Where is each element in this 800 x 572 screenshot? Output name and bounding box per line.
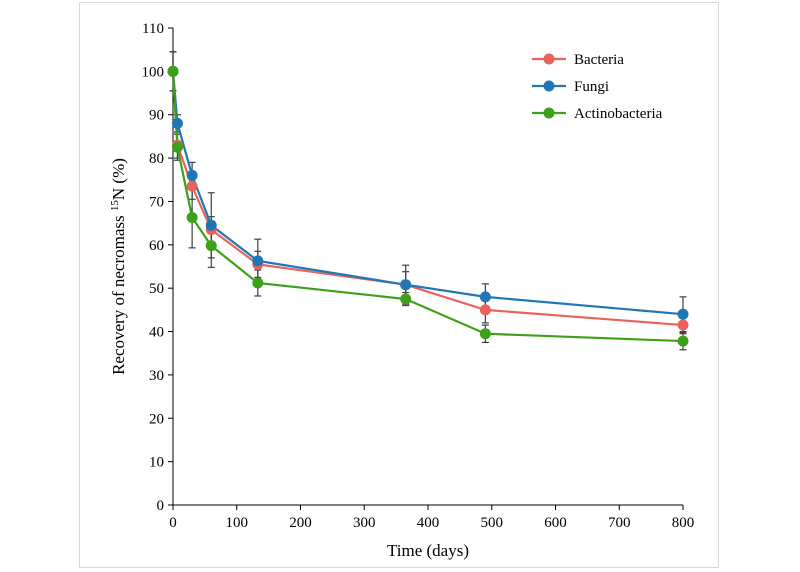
data-point-fungi (171, 117, 183, 129)
y-axis-title: Recovery of necromass 15N (%) (109, 158, 128, 375)
data-point-actinobacteria (400, 293, 412, 305)
legend-label: Fungi (574, 79, 609, 95)
data-point-actinobacteria (171, 141, 183, 153)
x-tick-label: 700 (608, 515, 631, 531)
x-tick-label: 200 (289, 515, 312, 531)
y-tick-label: 90 (149, 108, 164, 124)
y-tick-label: 0 (157, 498, 165, 514)
x-axis-title: Time (days) (387, 541, 469, 560)
x-tick-label: 0 (169, 515, 177, 531)
y-tick-label: 100 (142, 64, 165, 80)
x-tick-label: 400 (417, 515, 440, 531)
x-tick-label: 300 (353, 515, 376, 531)
y-tick-label: 110 (142, 21, 164, 37)
data-point-actinobacteria (252, 277, 264, 289)
x-tick-label: 100 (226, 515, 249, 531)
data-point-actinobacteria (167, 65, 179, 77)
y-tick-label: 60 (149, 238, 164, 254)
error-bars (169, 51, 687, 351)
data-point-fungi (677, 308, 689, 320)
x-tick-label: 600 (544, 515, 567, 531)
y-tick-label: 30 (149, 368, 164, 384)
data-point-fungi (252, 255, 264, 267)
series-line-fungi (171, 71, 684, 316)
data-point-actinobacteria (479, 328, 491, 340)
y-axis-title-prefix: Recovery of necromass (109, 211, 128, 375)
data-point-fungi (479, 291, 491, 303)
y-tick-label: 40 (149, 325, 164, 341)
y-tick-label: 80 (149, 151, 164, 167)
data-point-fungi (400, 279, 412, 291)
legend-marker (543, 53, 555, 65)
y-tick-label: 10 (149, 455, 164, 471)
chart-frame (79, 2, 719, 568)
series-line-actinobacteria (171, 71, 684, 343)
data-point-fungi (205, 219, 217, 231)
legend: Bacteria Fungi Actinobacteria (532, 52, 663, 122)
y-tick-label: 50 (149, 281, 164, 297)
legend-label: Bacteria (574, 52, 624, 68)
legend-label: Actinobacteria (574, 106, 663, 122)
legend-marker (543, 80, 555, 92)
y-tick-label: 70 (149, 194, 164, 210)
axes: 0 10 20 30 40 50 60 70 80 90 100 110 0 100 200 300 400 50… (142, 21, 695, 531)
x-tick-label: 500 (481, 515, 504, 531)
data-point-bacteria (677, 319, 689, 331)
data-point-fungi (186, 169, 198, 181)
y-axis-title-sup: 15 (109, 200, 121, 212)
data-point-actinobacteria (205, 240, 217, 252)
data-points (167, 65, 689, 347)
data-point-bacteria (186, 180, 198, 192)
y-tick-label: 20 (149, 411, 164, 427)
data-point-bacteria (479, 304, 491, 316)
data-point-actinobacteria (186, 211, 198, 223)
data-point-actinobacteria (677, 335, 689, 347)
legend-marker (543, 107, 555, 119)
x-tick-label: 800 (672, 515, 695, 531)
y-axis-title-suffix: N (%) (109, 158, 128, 200)
